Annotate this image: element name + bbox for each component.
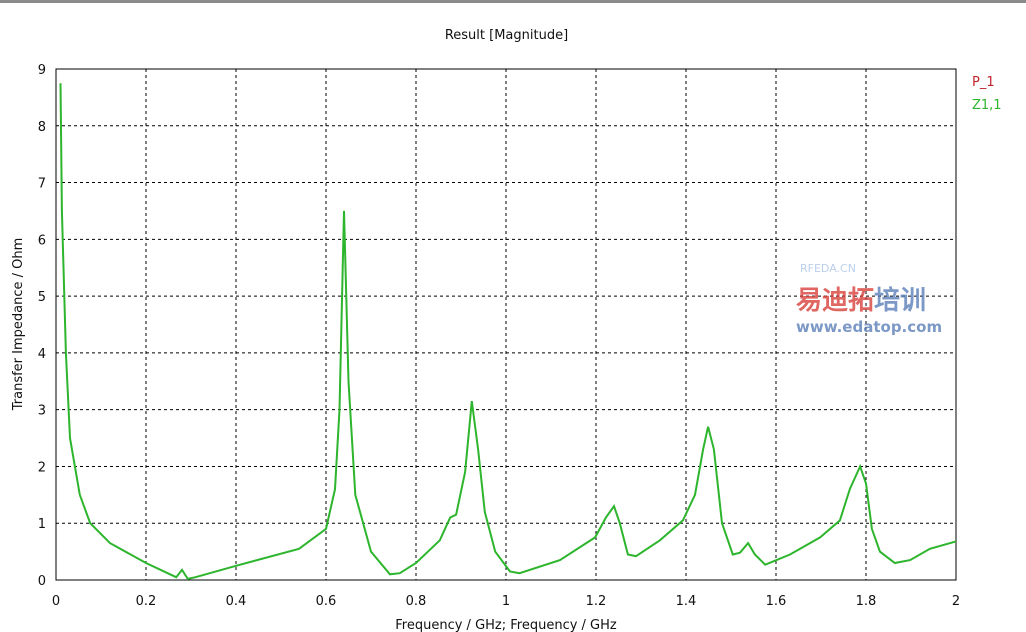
- watermark-site: RFEDA.CN: [800, 262, 856, 275]
- legend-entry-p1: P_1: [972, 75, 995, 90]
- x-tick-label: 2: [952, 594, 960, 609]
- y-tick-label: 2: [38, 460, 46, 475]
- y-tick-label: 3: [38, 404, 46, 419]
- x-tick-label: 1.4: [676, 594, 697, 609]
- legend-entry-z11: Z1,1: [972, 98, 1002, 113]
- y-tick-label: 1: [38, 517, 46, 532]
- x-tick-label: 0: [52, 594, 60, 609]
- x-tick-label: 1: [502, 594, 510, 609]
- x-axis-label: Frequency / GHz; Frequency / GHz: [395, 618, 617, 632]
- y-axis-label: Transfer Impedance / Ohm: [11, 238, 26, 412]
- x-tick-label: 1.8: [856, 594, 877, 609]
- y-tick-label: 4: [38, 347, 46, 362]
- x-tick-label: 0.2: [136, 594, 157, 609]
- y-tick-label: 9: [38, 63, 46, 78]
- watermark-logo: 易迪拓培训: [796, 286, 927, 316]
- series-line-z11: [59, 83, 957, 581]
- y-tick-label: 7: [38, 177, 46, 192]
- y-tick-label: 8: [38, 120, 46, 135]
- x-tick-label: 0.6: [316, 594, 337, 609]
- watermark-url: www.edatop.com: [796, 318, 943, 336]
- x-tick-label: 1.6: [766, 594, 787, 609]
- chart-title: Result [Magnitude]: [444, 28, 569, 43]
- x-tick-label: 0.8: [406, 594, 427, 609]
- window-top-border: [0, 0, 1026, 3]
- y-tick-label: 5: [38, 290, 46, 305]
- y-tick-label: 6: [38, 233, 46, 248]
- x-tick-label: 1.2: [586, 594, 607, 609]
- y-tick-label: 0: [38, 574, 46, 589]
- x-tick-label: 0.4: [226, 594, 247, 609]
- plot-frame: [55, 68, 957, 581]
